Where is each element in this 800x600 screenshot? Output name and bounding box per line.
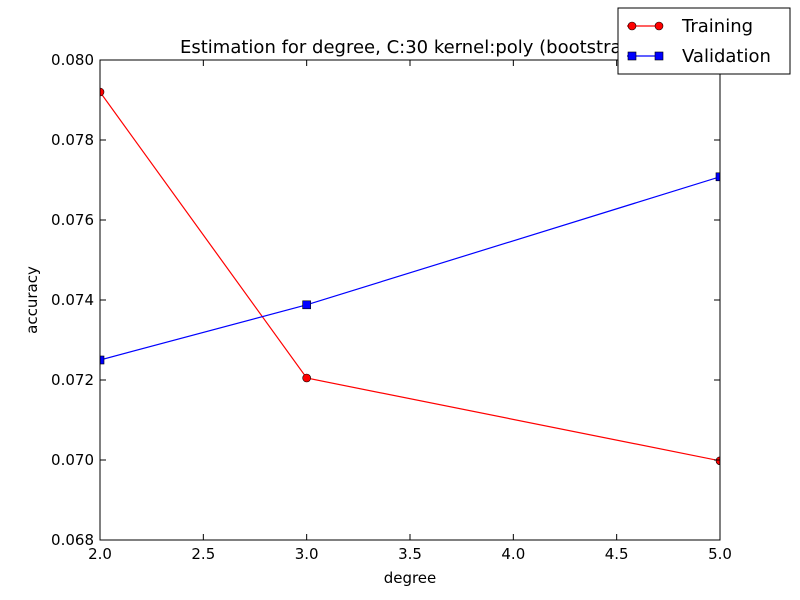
data-point-training [715, 456, 720, 466]
plot-area [100, 60, 720, 540]
y-axis-label: accuracy [23, 266, 41, 334]
tick-layer: 2.0 2.5 3.0 3.5 4.0 4.5 5.0 0.068 0.070 0.072 0.07… [51, 51, 732, 563]
legend-validation-label: Validation [682, 46, 771, 67]
x-tick-label: 5.0 [708, 545, 732, 563]
x-axis-label: degree [384, 569, 437, 587]
data-point-training [100, 87, 105, 97]
y-tick-label: 0.074 [51, 291, 94, 309]
legend-validation-marker [627, 51, 637, 61]
data-point-validation [715, 172, 720, 182]
y-tick-label: 0.080 [51, 51, 94, 69]
legend-box [617, 7, 791, 75]
x-tick-label: 2.5 [191, 545, 215, 563]
x-tick-label: 2.0 [88, 545, 112, 563]
legend-training-label: Training [681, 16, 753, 37]
data-point-training [302, 373, 311, 383]
legend: Training Validation [617, 7, 791, 75]
y-tick-label: 0.076 [51, 211, 94, 229]
legend-training-marker [627, 21, 637, 31]
y-tick-label: 0.078 [51, 131, 94, 149]
chart-title: Estimation for degree, C:30 kernel:poly … [180, 37, 640, 58]
data-point-validation [100, 355, 105, 365]
x-tick-label: 3.0 [295, 545, 319, 563]
legend-validation-marker [654, 51, 664, 61]
x-tick-label: 3.5 [398, 545, 422, 563]
x-tick-label: 4.5 [605, 545, 629, 563]
legend-training-marker [654, 21, 664, 31]
series-layer [100, 87, 720, 466]
y-tick-label: 0.072 [51, 371, 94, 389]
y-tick-label: 0.068 [51, 531, 94, 549]
data-point-validation [302, 300, 311, 310]
y-tick-label: 0.070 [51, 451, 94, 469]
x-tick-label: 4.0 [501, 545, 525, 563]
